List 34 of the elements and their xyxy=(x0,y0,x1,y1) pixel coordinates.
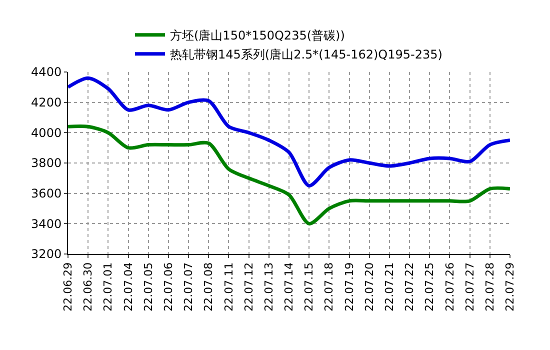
x-tick-label: 22.07.18 xyxy=(322,262,336,312)
x-tick-label: 22.07.11 xyxy=(222,262,236,312)
x-tick-label: 22.07.05 xyxy=(142,262,155,312)
x-tick-label: 22.07.14 xyxy=(282,262,296,312)
x-tick-label: 22.07.28 xyxy=(483,262,496,312)
x-tick-label: 22.07.08 xyxy=(202,262,216,312)
x-tick-label: 22.07.29 xyxy=(504,262,517,312)
x-tick-label: 22.07.06 xyxy=(162,262,176,312)
x-tick-label: 22.07.27 xyxy=(463,262,476,312)
x-tick-label: 22.07.15 xyxy=(302,262,316,312)
x-tick-label: 22.07.01 xyxy=(102,262,115,312)
line-series xyxy=(68,124,510,226)
line-series xyxy=(68,76,510,188)
x-tick-label: 22.07.13 xyxy=(262,262,276,312)
y-tick-label: 4400 xyxy=(31,65,62,80)
x-tick-label: 22.07.20 xyxy=(362,262,376,312)
x-tick-label: 22.07.04 xyxy=(122,262,135,312)
y-tick-label: 4200 xyxy=(31,96,62,110)
x-tick-label: 22.07.12 xyxy=(242,262,256,312)
x-tick-label: 22.07.26 xyxy=(443,262,456,312)
x-tick-label: 22.07.22 xyxy=(403,262,416,312)
x-tick-label: 22.07.07 xyxy=(182,262,196,312)
x-tick-label: 22.06.29 xyxy=(62,262,75,312)
legend-label: 热轧带钢145系列(唐山2.5*(145-162)Q195-235) xyxy=(170,48,442,62)
y-tick-label: 3200 xyxy=(31,247,62,262)
x-tick-label: 22.07.21 xyxy=(383,262,396,312)
x-tick-label: 22.06.30 xyxy=(82,262,95,312)
x-tick-label: 22.07.25 xyxy=(423,262,436,312)
y-tick-label: 3400 xyxy=(31,216,62,231)
y-tick-label: 3800 xyxy=(31,156,62,170)
x-tick-label: 22.07.19 xyxy=(342,262,356,312)
legend-label: 方坯(唐山150*150Q235(普碳)) xyxy=(170,28,345,43)
y-tick-label: 4000 xyxy=(31,126,62,140)
y-tick-label: 3600 xyxy=(31,186,62,201)
